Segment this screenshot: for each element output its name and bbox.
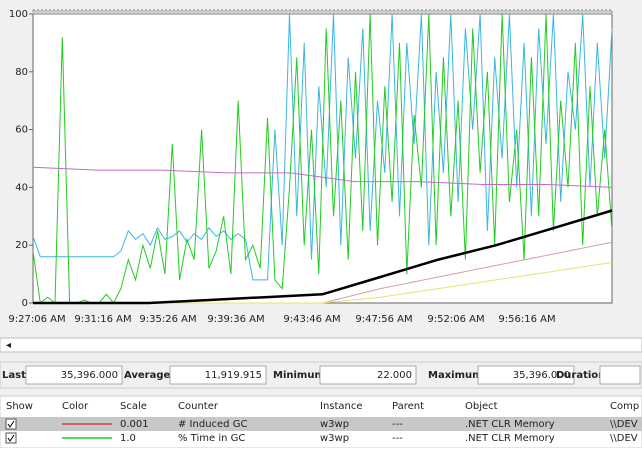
cell: # Induced GC: [178, 419, 247, 430]
cell: w3wp: [320, 419, 349, 430]
column-header: Parent: [392, 401, 424, 412]
column-header: Object: [465, 401, 498, 412]
cell: ---: [392, 433, 403, 444]
x-tick-label: 9:27:06 AM: [8, 314, 65, 325]
x-tick-label: 9:31:16 AM: [74, 314, 131, 325]
cell: 1.0: [120, 433, 136, 444]
stat-label: Average: [124, 370, 171, 381]
cell: .NET CLR Memory: [465, 419, 555, 430]
stats: Last 35,396.000 Average 11,919.915 Minimum 22…: [2, 365, 641, 385]
check: [7, 420, 15, 428]
y-tick-label: 40: [15, 182, 28, 193]
stat-label: Minimum: [273, 370, 325, 381]
stat-box: [477, 365, 575, 385]
x-tick-label: 9:39:36 AM: [207, 314, 264, 325]
stat-value: 11,919.915: [205, 370, 262, 381]
cell: \\DEV: [610, 419, 638, 430]
column-header: Show: [6, 401, 33, 412]
stat-value: 35,396.000: [61, 370, 118, 381]
x-tick-label: 9:47:56 AM: [355, 314, 412, 325]
x-tick-label: 9:56:16 AM: [498, 314, 555, 325]
cell: ---: [392, 419, 403, 430]
stat-label: Last: [2, 370, 26, 381]
y-tick-label: 0: [22, 298, 28, 309]
scroll-arrow[interactable]: ◂: [6, 340, 11, 351]
column-header: Comp: [610, 401, 639, 412]
selected-row: [0, 417, 642, 431]
column-header: Color: [62, 401, 89, 412]
stat-box: [599, 365, 641, 385]
cell: \\DEV: [610, 433, 638, 444]
show-checkbox[interactable]: [5, 432, 17, 444]
stat-box: [319, 365, 417, 385]
stat-value: 22.000: [377, 370, 412, 381]
column-header: Scale: [120, 401, 147, 412]
table: Show Color Scale Counter Instance Parent Objec…: [0, 401, 642, 444]
cell: .NET CLR Memory: [465, 433, 555, 444]
stat-label: Duration: [556, 370, 605, 381]
x-tick-label: 9:35:26 AM: [139, 314, 196, 325]
cell: w3wp: [320, 433, 349, 444]
series-line: [32, 166, 613, 188]
stat-label: Maximum: [428, 370, 483, 381]
x-tick-label: 9:43:46 AM: [283, 314, 340, 325]
y-tick-label: 20: [15, 240, 28, 251]
y-tick-label: 100: [9, 9, 28, 20]
column-header: Instance: [320, 401, 363, 412]
cell: 0.001: [120, 419, 149, 430]
stat-box: [25, 365, 123, 385]
cell: % Time in GC: [178, 433, 245, 444]
stat-box: [169, 365, 267, 385]
check: [7, 434, 15, 442]
y-tick-label: 60: [15, 125, 28, 136]
y-tick-label: 80: [15, 67, 28, 78]
stat-value: 35,396.000: [513, 370, 570, 381]
series-line: [32, 13, 613, 305]
show-checkbox[interactable]: [5, 418, 17, 430]
series-line: [33, 209, 613, 305]
scrollbar[interactable]: [0, 337, 642, 353]
x-tick-label: 9:52:06 AM: [427, 314, 484, 325]
column-header: Counter: [178, 401, 219, 412]
plot-top-edge: [32, 9, 613, 15]
